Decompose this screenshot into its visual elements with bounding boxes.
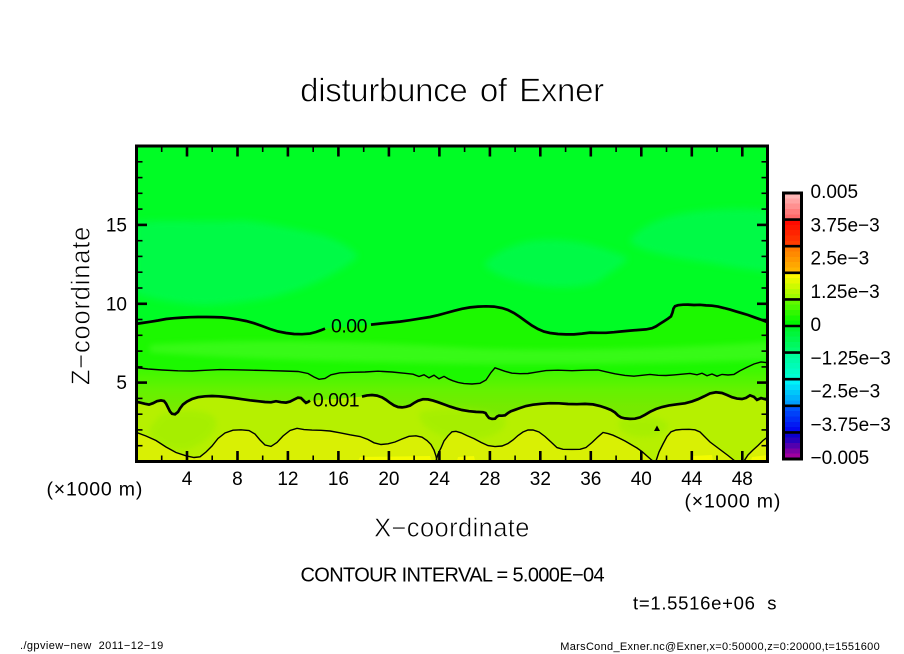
svg-text:4: 4 [182,469,193,490]
svg-text:0.001: 0.001 [313,390,359,412]
svg-text:−0.005: −0.005 [811,448,870,469]
svg-text:20: 20 [378,469,399,490]
svg-text:16: 16 [328,469,349,490]
svg-text:Z−coordinate: Z−coordinate [68,226,96,385]
svg-text:0.005: 0.005 [811,182,859,203]
svg-text:15: 15 [106,215,127,236]
svg-text:1.25e−3: 1.25e−3 [811,282,880,303]
svg-text:12: 12 [277,469,298,490]
svg-text:24: 24 [429,469,451,490]
svg-text:(×1000 m): (×1000 m) [47,479,144,501]
svg-text:40: 40 [631,469,652,490]
svg-text:3.75e−3: 3.75e−3 [811,215,880,236]
svg-text:−3.75e−3: −3.75e−3 [811,415,891,436]
svg-text:10: 10 [106,294,127,315]
svg-text:44: 44 [681,469,703,490]
svg-text:MarsCond_Exner.nc@Exner,x=0:50: MarsCond_Exner.nc@Exner,x=0:50000,z=0:20… [560,641,880,653]
svg-text:28: 28 [479,469,500,490]
svg-text:32: 32 [530,469,551,490]
svg-text:36: 36 [580,469,601,490]
svg-text:X−coordinate: X−coordinate [374,515,530,543]
svg-text:(×1000 m): (×1000 m) [685,491,782,513]
svg-text:CONTOUR INTERVAL = 5.000E−04: CONTOUR INTERVAL = 5.000E−04 [301,565,605,587]
svg-text:−1.25e−3: −1.25e−3 [811,348,891,369]
svg-text:2.5e−3: 2.5e−3 [811,249,870,270]
svg-text:disturbunce of Exner: disturbunce of Exner [300,72,604,109]
svg-text:48: 48 [732,469,753,490]
svg-text:0: 0 [811,315,822,336]
svg-text:./gpview−new 2011−12−19: ./gpview−new 2011−12−19 [20,640,164,652]
svg-text:8: 8 [232,469,243,490]
svg-text:−2.5e−3: −2.5e−3 [811,382,881,403]
svg-text:5: 5 [116,373,127,394]
svg-text:t=1.5516e+06 s: t=1.5516e+06 s [633,593,777,614]
svg-text:0.00: 0.00 [331,316,368,338]
